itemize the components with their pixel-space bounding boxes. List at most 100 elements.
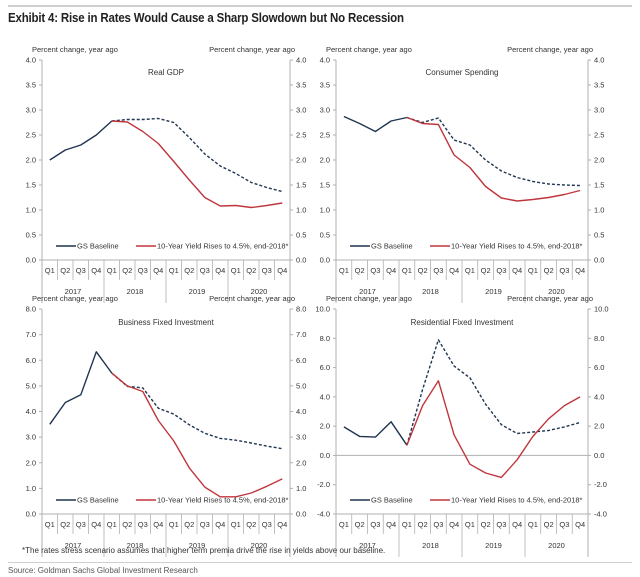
x-tick-label-quarter: Q2 [544,266,554,275]
legend-label-baseline: GS Baseline [77,496,119,505]
bottom-divider [8,562,632,563]
x-tick-label-quarter: Q1 [465,266,475,275]
x-tick-label-year: 2018 [422,287,439,296]
x-tick-label-quarter: Q3 [262,266,272,275]
y-tick-label-left: 3.0 [320,106,330,115]
series-line-baseline [343,115,408,133]
x-tick-label-year: 2017 [359,287,376,296]
y-axis-label-right: Percent change, year ago [209,45,295,54]
y-tick-label-left: 1.0 [320,206,330,215]
y-tick-label-right: 1.0 [296,484,306,493]
y-tick-label-left: 2.5 [26,131,36,140]
series-line-baseline-forecast [111,117,283,193]
y-tick-label-right: 1.0 [296,206,306,215]
y-tick-label-right: 8.0 [594,334,604,343]
x-tick-label-quarter: Q1 [402,520,412,529]
chart-title: Real GDP [148,68,184,77]
series-line-baseline [343,421,408,446]
x-tick-label-year: 2018 [127,287,144,296]
legend-label-baseline: GS Baseline [371,496,413,505]
x-tick-label-quarter: Q3 [370,520,380,529]
x-tick-label-year: 2020 [548,287,565,296]
y-tick-label-right: 0.5 [296,231,306,240]
y-tick-label-left: 1.0 [26,206,36,215]
y-tick-label-left: -2.0 [317,480,330,489]
x-tick-label-quarter: Q2 [355,266,365,275]
y-tick-label-right: 3.0 [594,106,604,115]
y-axis-label-left: Percent change, year ago [32,45,118,54]
y-tick-label-left: 2.5 [320,131,330,140]
y-tick-label-left: 3.5 [26,81,36,90]
x-tick-label-year: 2017 [65,541,82,550]
x-tick-label-quarter: Q2 [184,266,194,275]
y-tick-label-right: 3.0 [296,433,306,442]
x-tick-label-year: 2019 [189,541,206,550]
x-tick-label-quarter: Q3 [496,520,506,529]
y-tick-label-right: 2.0 [594,422,604,431]
legend-label-stress: 10-Year Yield Rises to 4.5%, end-2018* [451,242,583,251]
x-tick-label-quarter: Q4 [153,266,163,275]
y-tick-label-left: 0.0 [320,256,330,265]
y-tick-label-left: 7.0 [26,330,36,339]
y-tick-label-right: 10.0 [594,305,609,314]
y-tick-label-left: 0.5 [320,231,330,240]
legend-label-baseline: GS Baseline [371,242,413,251]
x-tick-label-quarter: Q1 [339,266,349,275]
x-tick-label-quarter: Q1 [107,520,117,529]
x-tick-label-quarter: Q3 [76,266,86,275]
y-axis-label-left: Percent change, year ago [326,294,412,303]
top-divider [8,5,632,7]
legend-label-stress: 10-Year Yield Rises to 4.5%, end-2018* [157,242,289,251]
x-tick-label-quarter: Q3 [262,520,272,529]
y-tick-label-left: 3.0 [26,106,36,115]
y-tick-label-left: 2.0 [26,458,36,467]
x-tick-label-quarter: Q1 [107,266,117,275]
x-tick-label-year: 2020 [251,541,268,550]
y-tick-label-left: 2.0 [320,422,330,431]
y-tick-label-right: 1.5 [296,181,306,190]
x-tick-label-quarter: Q4 [91,520,101,529]
x-tick-label-quarter: Q1 [528,266,538,275]
y-axis-label-right: Percent change, year ago [507,294,593,303]
y-tick-label-left: 3.5 [320,81,330,90]
series-line-stress [406,116,581,202]
x-tick-label-quarter: Q4 [153,520,163,529]
x-tick-label-quarter: Q2 [544,520,554,529]
y-tick-label-left: 0.0 [320,451,330,460]
chart-title: Consumer Spending [426,68,499,77]
y-axis-label-left: Percent change, year ago [32,294,118,303]
chart-consumer-spending: Percent change, year ago Percent change, … [320,45,604,303]
x-tick-label-quarter: Q3 [200,266,210,275]
y-tick-label-right: 4.0 [296,407,306,416]
x-tick-label-quarter: Q4 [215,520,225,529]
y-tick-label-right: 4.0 [594,56,604,65]
y-tick-label-left: 4.0 [320,56,330,65]
y-tick-label-right: 4.0 [594,392,604,401]
y-tick-label-right: -2.0 [594,480,607,489]
y-axis-label-right: Percent change, year ago [507,45,593,54]
y-tick-label-right: 3.5 [296,81,306,90]
x-tick-label-quarter: Q2 [122,520,132,529]
x-tick-label-year: 2017 [359,541,376,550]
x-tick-label-quarter: Q4 [91,266,101,275]
y-tick-label-right: 1.5 [594,181,604,190]
x-tick-label-year: 2019 [189,287,206,296]
series-line-stress [406,380,581,479]
x-tick-label-quarter: Q1 [169,520,179,529]
y-tick-label-right: 0.0 [594,256,604,265]
x-tick-label-quarter: Q2 [184,520,194,529]
y-axis-label-right: Percent change, year ago [209,294,295,303]
x-tick-label-quarter: Q2 [246,266,256,275]
y-tick-label-right: 0.0 [296,510,306,519]
x-tick-label-year: 2018 [127,541,144,550]
series-line-baseline-forecast [111,372,283,450]
x-tick-label-quarter: Q4 [277,520,287,529]
x-tick-label-quarter: Q2 [60,520,70,529]
legend-label-baseline: GS Baseline [77,242,119,251]
x-tick-label-year: 2019 [485,541,502,550]
x-tick-label-quarter: Q3 [559,520,569,529]
x-tick-label-quarter: Q1 [339,520,349,529]
x-tick-label-quarter: Q3 [433,520,443,529]
exhibit-title: Exhibit 4: Rise in Rates Would Cause a S… [8,11,404,25]
